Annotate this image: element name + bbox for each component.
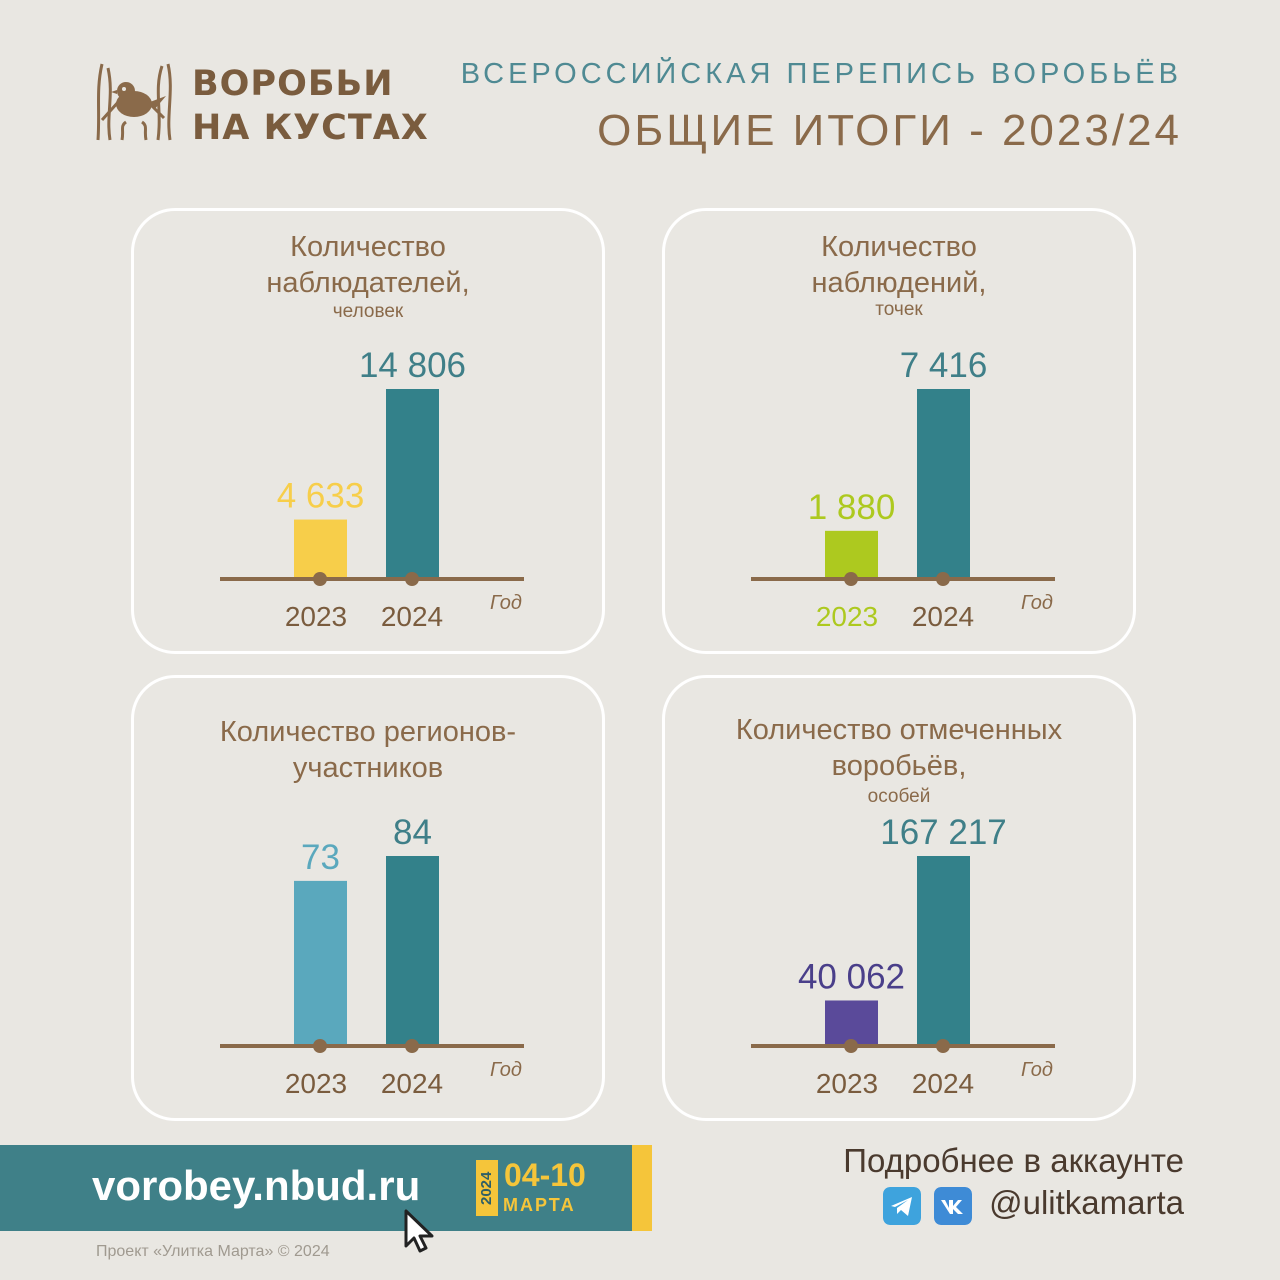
bar-2024 [917,856,970,1046]
event-month: МАРТА [503,1195,576,1215]
value-label-2024: 84 [393,813,432,852]
chart-sparrows: 40 062 167 217 2023 2024 Год [751,813,1055,1099]
logo-wordmark: ВОРОБЬИ НА КУСТАХ [192,62,429,150]
account-handle[interactable]: @ulitkamarta [989,1184,1184,1221]
chart-observers: 4 633 14 806 2023 2024 Год [220,346,524,632]
axis-dot-2024 [936,572,950,586]
axis-dot-2023 [313,1039,327,1053]
bar-2023 [294,519,347,579]
header-subtitle: ВСЕРОССИЙСКАЯ ПЕРЕПИСЬ ВОРОБЬЁВ [460,58,1182,90]
bar-2023 [825,1000,878,1046]
axis-dot-2024 [405,1039,419,1053]
card-unit: особей [867,786,931,807]
value-label-2024: 167 217 [880,813,1007,852]
value-label-2023: 73 [301,838,340,877]
copyright: Проект «Улитка Марта» © 2024 [96,1243,330,1260]
tick-label-2023: 2023 [285,601,347,632]
chart-regions: 73 84 2023 2024 Год [220,813,524,1099]
header-title: ОБЩИЕ ИТОГИ - 2023/24 [597,106,1182,155]
card-title: Количество регионов-участников [219,716,517,784]
card-title: Количество наблюдений, [811,231,987,299]
more-info-text: Подробнее в аккаунте [843,1142,1184,1179]
x-axis-label: Год [490,1059,522,1081]
tick-label-2024: 2024 [912,601,974,632]
bar-2024 [917,389,970,579]
vk-icon[interactable] [934,1187,972,1225]
tick-label-2024: 2024 [912,1068,974,1099]
logo-line2: НА КУСТАХ [192,108,429,148]
bar-2024 [386,856,439,1046]
sparrow-logo-icon [92,60,176,142]
axis-dot-2024 [405,572,419,586]
x-axis-label: Год [490,592,522,614]
banner-stripe [632,1145,652,1231]
tick-label-2023: 2023 [285,1068,347,1099]
card-observers: Количество наблюдателей, человек 4 633 1… [131,208,605,654]
card-title: Количество отмеченных воробьёв, [735,714,1063,782]
tick-label-2023: 2023 [816,1068,878,1099]
card-observations: Количество наблюдений, точек 1 880 7 416… [662,208,1136,654]
tick-label-2023: 2023 [816,601,878,632]
value-label-2024: 7 416 [900,346,988,385]
value-label-2024: 14 806 [359,346,466,385]
x-axis-label: Год [1021,592,1053,614]
bar-2024 [386,389,439,579]
tick-label-2024: 2024 [381,601,443,632]
card-unit: точек [875,299,923,320]
axis-dot-2024 [936,1039,950,1053]
axis-dot-2023 [844,572,858,586]
site-link[interactable]: vorobey.nbud.ru [92,1162,421,1209]
tick-label-2024: 2024 [381,1068,443,1099]
card-unit: человек [332,301,404,322]
card-regions: Количество регионов-участников 73 84 202… [131,675,605,1121]
x-axis-label: Год [1021,1059,1053,1081]
logo-line1: ВОРОБЬИ [192,64,394,104]
site-banner [0,1145,652,1231]
bar-2023 [294,880,347,1046]
cursor-icon [404,1209,434,1253]
event-dates: 04-10 [504,1157,586,1193]
telegram-icon[interactable] [883,1187,921,1225]
value-label-2023: 4 633 [277,477,365,516]
value-label-2023: 1 880 [808,488,896,527]
year-badge: 2024 [476,1160,498,1216]
axis-dot-2023 [844,1039,858,1053]
axis-dot-2023 [313,572,327,586]
chart-observations: 1 880 7 416 2023 2024 Год [751,346,1055,632]
card-sparrows: Количество отмеченных воробьёв, особей 4… [662,675,1136,1121]
value-label-2023: 40 062 [798,957,905,996]
card-title: Количество наблюдателей, [266,231,470,299]
bar-2023 [825,530,878,579]
